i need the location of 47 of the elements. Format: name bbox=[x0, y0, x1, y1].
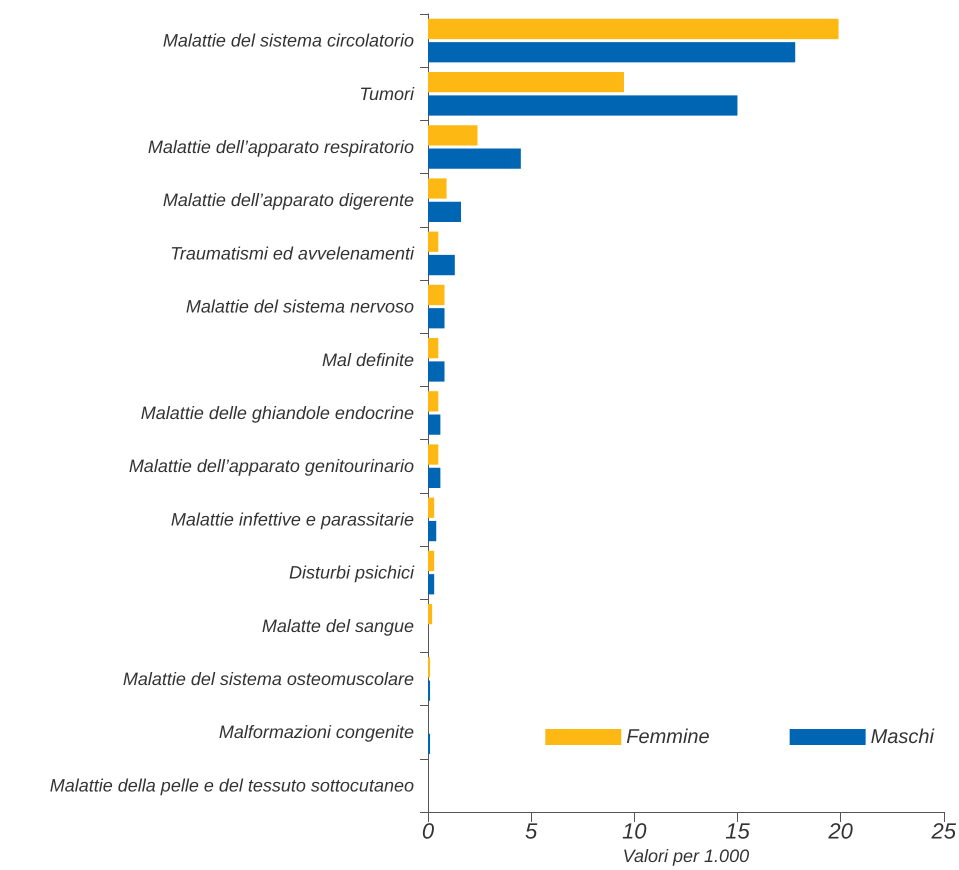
bar bbox=[428, 444, 438, 465]
bar bbox=[428, 232, 438, 252]
y-tick-label: Malatte del sangue bbox=[262, 616, 414, 636]
bar bbox=[428, 414, 440, 435]
x-axis-title: Valori per 1.000 bbox=[622, 846, 750, 866]
bar bbox=[428, 95, 738, 116]
x-tick-label: 25 bbox=[930, 818, 957, 844]
bar bbox=[428, 254, 455, 276]
bar bbox=[428, 125, 478, 146]
y-tick-label: Malformazioni congenite bbox=[218, 722, 414, 742]
bar bbox=[428, 42, 796, 62]
y-tick-label: Malattie del sistema osteomuscolare bbox=[122, 669, 414, 689]
bar bbox=[428, 391, 438, 412]
bar bbox=[428, 498, 434, 518]
bar bbox=[428, 468, 440, 488]
x-tick-label: 20 bbox=[827, 818, 854, 844]
y-tick-label: Malattie dell’apparato genitourinario bbox=[128, 456, 414, 476]
y-tick-label: Mal definite bbox=[322, 350, 414, 370]
bar bbox=[428, 361, 445, 382]
y-tick-label: Malattie dell’apparato digerente bbox=[162, 190, 414, 210]
bar bbox=[428, 284, 445, 306]
x-tick-label: 15 bbox=[725, 818, 750, 844]
x-tick-label: 10 bbox=[622, 818, 648, 844]
bar bbox=[428, 604, 432, 624]
y-tick-label: Tumori bbox=[359, 84, 415, 104]
bar bbox=[428, 520, 436, 542]
bar bbox=[428, 338, 438, 358]
bar bbox=[428, 550, 434, 572]
y-tick-label: Malattie della pelle e del tessuto sottocutaneo bbox=[50, 775, 414, 796]
x-tick-label: 5 bbox=[525, 818, 538, 844]
y-tick-label: Malattie del sistema nervoso bbox=[186, 296, 414, 317]
bar bbox=[428, 178, 447, 199]
bar bbox=[428, 308, 445, 328]
y-tick-label: Malattie delle ghiandole endocrine bbox=[140, 403, 414, 423]
y-tick-label: Disturbi psichici bbox=[288, 562, 415, 583]
y-tick-label: Malattie del sistema circolatorio bbox=[162, 30, 414, 51]
legend-label: Femmine bbox=[626, 726, 710, 748]
legend-label: Maschi bbox=[870, 726, 935, 748]
bar bbox=[428, 18, 839, 40]
y-tick-label: Malattie dell’apparato respiratorio bbox=[148, 137, 414, 157]
x-tick-label: 0 bbox=[422, 818, 435, 844]
bar bbox=[428, 202, 462, 222]
bar bbox=[428, 72, 624, 92]
bar bbox=[428, 574, 434, 594]
y-tick-label: Malattie infettive e parassitarie bbox=[170, 509, 414, 530]
bar bbox=[428, 148, 521, 169]
y-tick-label: Traumatismi ed avvelenamenti bbox=[170, 243, 415, 264]
